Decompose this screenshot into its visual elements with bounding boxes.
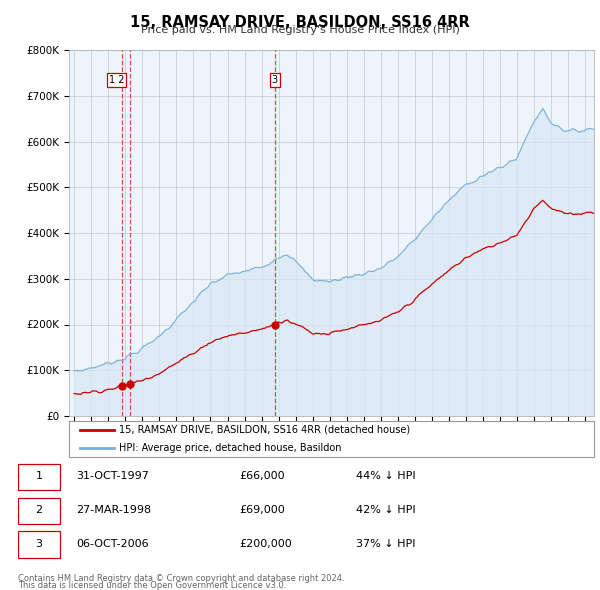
Text: 31-OCT-1997: 31-OCT-1997 <box>76 471 149 481</box>
Text: 27-MAR-1998: 27-MAR-1998 <box>76 505 151 515</box>
Text: £66,000: £66,000 <box>239 471 285 481</box>
Text: Price paid vs. HM Land Registry's House Price Index (HPI): Price paid vs. HM Land Registry's House … <box>140 25 460 35</box>
Text: £69,000: £69,000 <box>239 505 285 515</box>
Text: 15, RAMSAY DRIVE, BASILDON, SS16 4RR (detached house): 15, RAMSAY DRIVE, BASILDON, SS16 4RR (de… <box>119 425 410 435</box>
Text: 37% ↓ HPI: 37% ↓ HPI <box>356 539 415 549</box>
Text: HPI: Average price, detached house, Basildon: HPI: Average price, detached house, Basi… <box>119 443 341 453</box>
Text: 44% ↓ HPI: 44% ↓ HPI <box>356 471 415 481</box>
Text: This data is licensed under the Open Government Licence v3.0.: This data is licensed under the Open Gov… <box>18 581 286 590</box>
Text: 15, RAMSAY DRIVE, BASILDON, SS16 4RR: 15, RAMSAY DRIVE, BASILDON, SS16 4RR <box>130 15 470 30</box>
Text: Contains HM Land Registry data © Crown copyright and database right 2024.: Contains HM Land Registry data © Crown c… <box>18 573 344 583</box>
Text: 06-OCT-2006: 06-OCT-2006 <box>76 539 149 549</box>
Text: 42% ↓ HPI: 42% ↓ HPI <box>356 505 415 515</box>
FancyBboxPatch shape <box>69 421 594 457</box>
FancyBboxPatch shape <box>18 532 60 558</box>
FancyBboxPatch shape <box>18 464 60 490</box>
Text: 2: 2 <box>35 505 43 515</box>
Text: 3: 3 <box>272 75 278 85</box>
Text: 3: 3 <box>35 539 43 549</box>
Text: £200,000: £200,000 <box>239 539 292 549</box>
Text: 1: 1 <box>35 471 43 481</box>
FancyBboxPatch shape <box>18 497 60 524</box>
Text: 1 2: 1 2 <box>109 75 124 85</box>
